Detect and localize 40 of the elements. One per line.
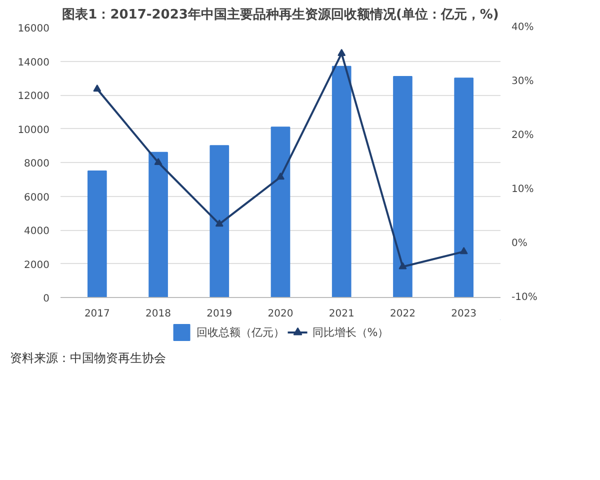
legend-label: 回收总额（亿元） (196, 324, 284, 340)
point (215, 220, 224, 227)
y-tick-label: 14000 (18, 57, 50, 68)
point (460, 247, 468, 254)
x-tick-label: 2017 (84, 308, 110, 320)
point (154, 158, 162, 166)
bar (270, 126, 290, 298)
point (338, 48, 346, 56)
y-tick-label: 16000 (18, 24, 50, 34)
y2-tick-label: 10% (512, 184, 534, 195)
chart-title: 图表1：2017-2023年中国主要品种再生资源回收额情况(单位：亿元，%) (62, 6, 499, 22)
y-tick-label: 0 (43, 294, 50, 304)
y-tick-label: 2000 (24, 260, 50, 271)
legend-label: 同比增长（%） (312, 324, 389, 340)
x-tick-label: 2023 (451, 308, 477, 320)
y2-tick-label: 20% (512, 130, 534, 141)
bar (393, 76, 412, 298)
x-tick-label: 2020 (268, 308, 294, 320)
y-tick-label: 10000 (18, 124, 50, 136)
x-tick-label: 2019 (206, 308, 232, 320)
y2-tick-label: 40% (512, 22, 534, 33)
bar (88, 170, 107, 298)
bar (210, 145, 230, 298)
y-tick-label: 6000 (24, 192, 50, 204)
x-tick-label: 2022 (390, 308, 416, 320)
point (276, 172, 284, 180)
y2-tick-label: 0% (512, 238, 528, 249)
y-tick-label: 12000 (18, 91, 50, 102)
y2-tick-label: -10% (512, 292, 538, 303)
x-tick-label: 2018 (146, 308, 172, 320)
y2-tick-label: 30% (512, 76, 534, 87)
bar (454, 78, 474, 298)
bar (332, 66, 352, 298)
point (93, 84, 102, 92)
bar (148, 152, 168, 298)
text: 资料来源：中国物资再生协会 (10, 350, 166, 367)
y-tick-label: 8000 (24, 158, 50, 170)
x-tick-label: 2021 (328, 308, 354, 320)
y-tick-label: 4000 (24, 226, 50, 237)
point (398, 262, 407, 270)
